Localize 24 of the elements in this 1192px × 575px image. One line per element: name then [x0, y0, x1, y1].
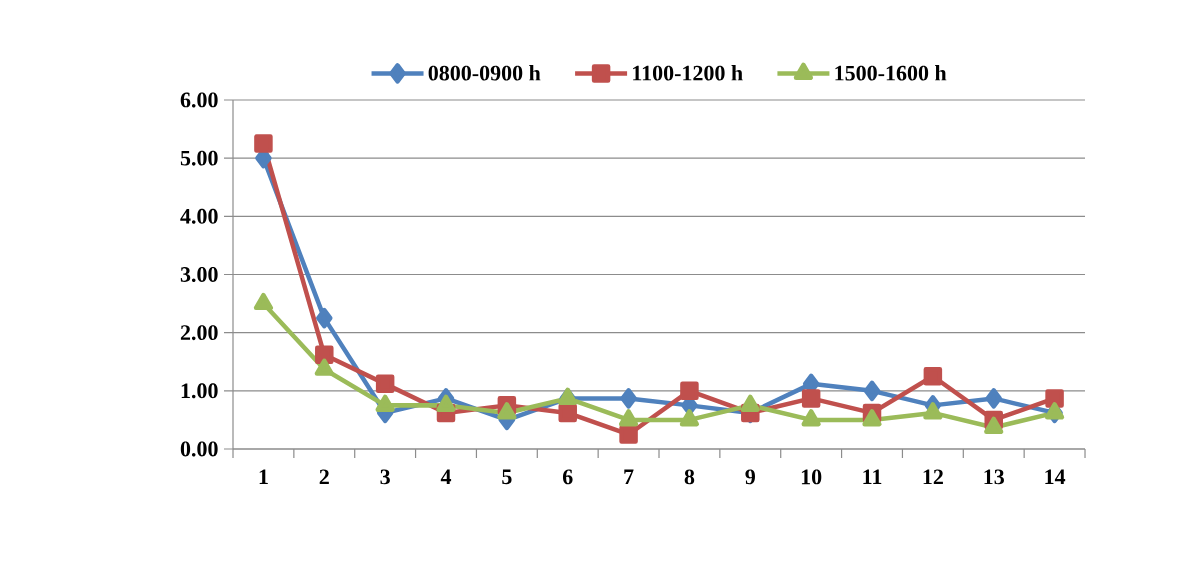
x-tick-label: 5 — [502, 469, 512, 485]
y-tick-label: 3.00 — [180, 267, 218, 282]
x-tick-label: 14 — [1045, 469, 1066, 485]
x-tick-label: 9 — [745, 469, 755, 485]
y-tick-label: 5.00 — [180, 150, 218, 166]
y-tick-label: 4.00 — [180, 208, 218, 224]
y-tick-label: 0.00 — [180, 441, 218, 457]
x-tick-label: 6 — [562, 469, 573, 485]
x-tick-label: 10 — [801, 469, 822, 485]
x-tick-label: 13 — [984, 469, 1004, 485]
legend-label: 1500-1600 h — [835, 65, 947, 81]
x-tick-label: 11 — [863, 469, 882, 485]
x-tick-label: 12 — [923, 469, 943, 485]
y-tick-label: 6.00 — [180, 92, 218, 108]
x-tick-label: 8 — [684, 469, 695, 485]
legend-label: 1100-1200 h — [633, 65, 743, 81]
x-tick-label: 1 — [259, 469, 268, 485]
x-tick-label: 2 — [319, 469, 329, 485]
x-tick-label: 3 — [380, 469, 390, 485]
y-tick-label: 1.00 — [181, 383, 218, 399]
x-tick-label: 7 — [624, 469, 634, 484]
legend-label: 0800-0900 h — [428, 65, 541, 81]
x-tick-label: 4 — [440, 469, 452, 484]
y-tick-label: 2.00 — [180, 325, 218, 341]
